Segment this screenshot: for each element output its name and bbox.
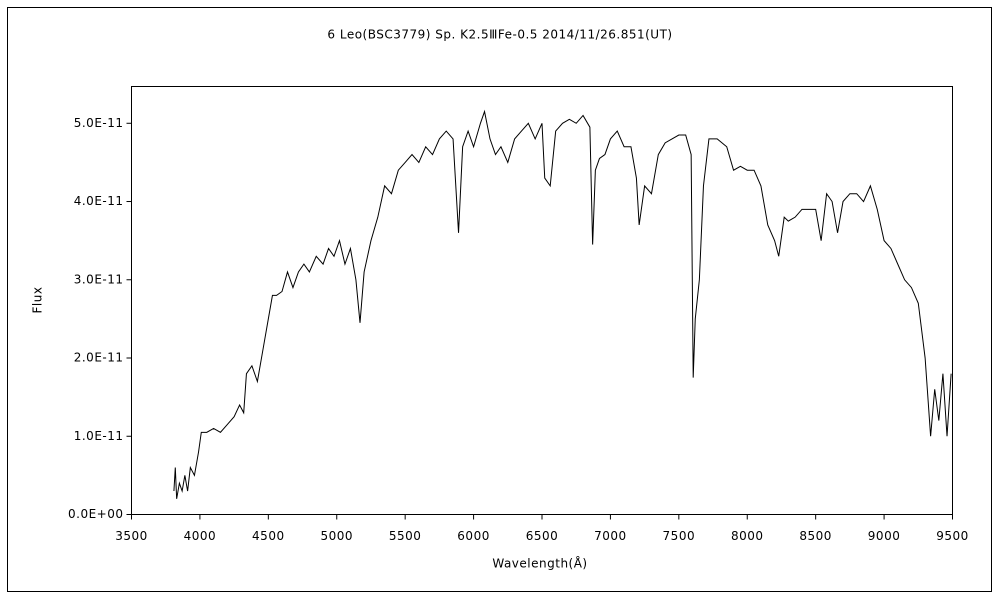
x-tick-label: 5000 xyxy=(320,529,353,543)
spectrum-line xyxy=(173,109,952,499)
x-tick-label: 7000 xyxy=(594,529,627,543)
y-tick-label: 4.0E-11 xyxy=(74,194,124,208)
x-tick-label: 9000 xyxy=(868,529,901,543)
y-tick-label: 5.0E-11 xyxy=(74,116,124,130)
x-tick-label: 5500 xyxy=(389,529,422,543)
x-tick-label: 8500 xyxy=(799,529,832,543)
x-axis-label: Wavelength(Å) xyxy=(492,556,587,571)
y-axis-label: Flux xyxy=(31,287,45,314)
x-tick-label: 3500 xyxy=(115,529,148,543)
frame xyxy=(7,7,992,592)
y-tick-label: 2.0E-11 xyxy=(74,351,124,365)
x-tick-label: 7500 xyxy=(663,529,696,543)
y-tick-label: 0.0E+00 xyxy=(68,507,124,521)
y-tick-label: 1.0E-11 xyxy=(74,429,124,443)
chart-title: 6 Leo(BSC3779) Sp. K2.5ⅢFe-0.5 2014/11/2… xyxy=(327,28,672,42)
x-tick-label: 9500 xyxy=(936,529,969,543)
x-tick-label: 4500 xyxy=(252,529,285,543)
x-tick-label: 4000 xyxy=(184,529,217,543)
x-tick-label: 6000 xyxy=(457,529,490,543)
x-tick-label: 6500 xyxy=(526,529,559,543)
plot-area xyxy=(131,86,953,515)
y-tick-label: 3.0E-11 xyxy=(74,272,124,286)
x-tick-label: 8000 xyxy=(731,529,764,543)
